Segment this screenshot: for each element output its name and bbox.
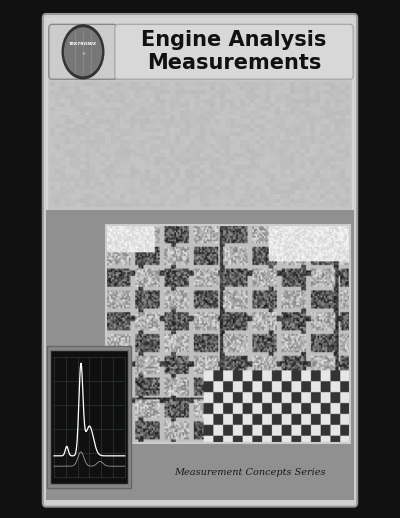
Circle shape [62, 25, 104, 79]
Bar [47, 346, 131, 488]
Text: Engine Analysis: Engine Analysis [141, 31, 327, 50]
Text: TEKTRONIX: TEKTRONIX [69, 41, 97, 46]
Text: ®: ® [81, 52, 85, 56]
Bar [50, 350, 128, 484]
FancyBboxPatch shape [43, 14, 357, 507]
Bar [106, 225, 350, 443]
Circle shape [64, 28, 102, 76]
FancyBboxPatch shape [49, 24, 117, 79]
FancyBboxPatch shape [115, 24, 353, 79]
Bar [48, 34, 352, 210]
Text: Measurement Concepts Series: Measurement Concepts Series [174, 468, 326, 477]
Bar [46, 18, 354, 210]
Text: Measurements: Measurements [147, 53, 321, 73]
Bar [46, 210, 354, 500]
